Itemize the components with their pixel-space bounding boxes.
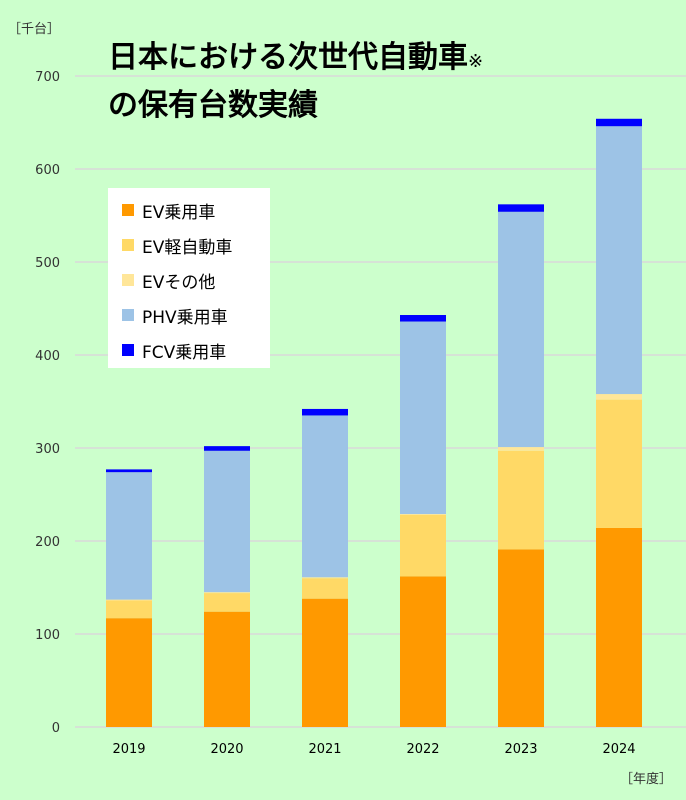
bar-segment: [596, 118, 642, 127]
bar-segment: [596, 527, 642, 727]
x-tick-label: 2020: [210, 742, 243, 757]
title-line1: 日本における次世代自動車: [108, 40, 468, 75]
bar-segment: [106, 472, 152, 600]
x-axis-unit-label: ［年度］: [620, 772, 673, 787]
legend-label: EVその他: [142, 272, 216, 293]
bar-segment: [596, 126, 642, 395]
bar-segment: [302, 408, 348, 416]
y-axis-unit-label: ［千台］: [8, 22, 61, 37]
bar-segment: [106, 599, 152, 601]
legend-item: FCV乗用車: [122, 340, 227, 363]
bar-segment: [204, 611, 250, 727]
y-tick-label: 0: [52, 721, 60, 736]
legend-item: EV乗用車: [122, 200, 216, 223]
bar-segment: [302, 415, 348, 578]
x-tick-label: 2024: [602, 742, 635, 757]
bar-segment: [400, 321, 446, 515]
legend-swatch: [122, 204, 134, 216]
bar-segment: [498, 549, 544, 727]
bar-segment: [400, 514, 446, 515]
legend-swatch: [122, 239, 134, 251]
y-tick-label: 100: [35, 628, 60, 643]
bar-segment: [106, 600, 152, 619]
x-tick-label: 2021: [308, 742, 341, 757]
title-line2: の保有台数実績: [108, 88, 318, 123]
chart-title: 日本における次世代自動車※ の保有台数実績: [108, 36, 483, 128]
legend-item: EV軽自動車: [122, 235, 233, 258]
y-tick-label: 500: [35, 256, 60, 271]
bar-segment: [204, 593, 250, 612]
legend: EV乗用車 EV軽自動車 EVその他 PHV乗用車 FCV乗用車: [108, 188, 270, 368]
legend-label: EV軽自動車: [142, 237, 233, 258]
bar-segment: [596, 394, 642, 400]
legend-label: FCV乗用車: [142, 342, 227, 363]
legend-swatch: [122, 274, 134, 286]
y-tick-label: 400: [35, 349, 60, 364]
bar-segment: [302, 578, 348, 599]
bar-segment: [204, 592, 250, 594]
x-tick-label: 2022: [406, 742, 439, 757]
bar-segment: [498, 450, 544, 550]
legend-swatch: [122, 309, 134, 321]
bar-segment: [106, 618, 152, 727]
bar-segment: [400, 315, 446, 322]
y-tick-label: 300: [35, 442, 60, 457]
bar-segment: [498, 211, 544, 448]
legend-swatch: [122, 344, 134, 356]
x-tick-label: 2023: [504, 742, 537, 757]
bar-segment: [302, 577, 348, 579]
legend-item: PHV乗用車: [122, 305, 228, 328]
bar-segment: [498, 204, 544, 212]
bar-segment: [400, 576, 446, 727]
bar-segment: [596, 399, 642, 528]
legend-label: PHV乗用車: [142, 307, 228, 328]
y-tick-label: 200: [35, 535, 60, 550]
bar-segment: [204, 450, 250, 593]
legend-item: EVその他: [122, 270, 216, 293]
y-tick-label: 600: [35, 163, 60, 178]
x-tick-label: 2019: [112, 742, 145, 757]
title-note: ※: [468, 51, 484, 72]
legend-label: EV乗用車: [142, 202, 216, 223]
y-tick-label: 700: [35, 70, 60, 85]
bar-segment: [302, 598, 348, 727]
bar-segment: [204, 446, 250, 451]
bar-segment: [400, 514, 446, 577]
bar-segment: [498, 447, 544, 451]
bar-segment: [106, 469, 152, 473]
